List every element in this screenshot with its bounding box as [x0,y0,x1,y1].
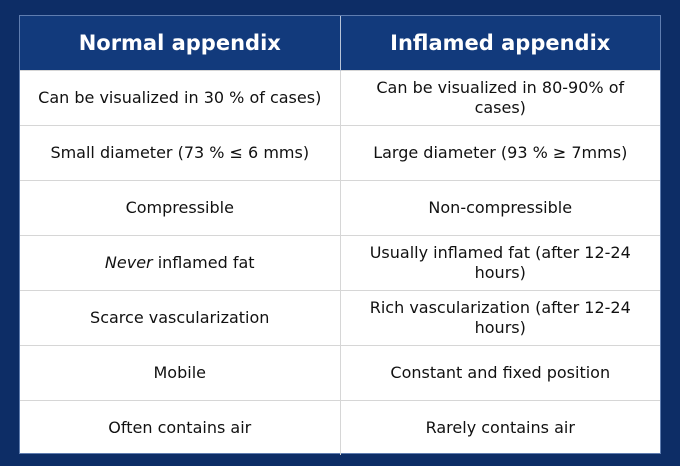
cell-normal: Can be visualized in 30 % of cases) [20,70,341,126]
cell-inflamed: Non-compressible [340,180,660,236]
header-normal-appendix: Normal appendix [20,16,341,71]
cell-normal: Compressible [20,180,341,236]
table-row: Often contains air Rarely contains air [20,400,660,455]
table-row: Mobile Constant and fixed position [20,345,660,401]
cell-inflamed: Can be visualized in 80-90% of cases) [340,70,660,126]
header-row: Normal appendix Inflamed appendix [20,16,660,71]
cell-inflamed: Usually inflamed fat (after 12-24 hours) [340,235,660,291]
cell-text: inflamed fat [152,253,255,272]
cell-inflamed: Constant and fixed position [340,345,660,401]
cell-normal: Mobile [20,345,341,401]
cell-inflamed: Rarely contains air [340,400,660,455]
cell-inflamed: Large diameter (93 % ≥ 7mms) [340,125,660,181]
table-row: Can be visualized in 30 % of cases) Can … [20,70,660,126]
cell-normal: Small diameter (73 % ≤ 6 mms) [20,125,341,181]
cell-inflamed: Rich vascularization (after 12-24 hours) [340,290,660,346]
table-row: Scarce vascularization Rich vascularizat… [20,290,660,346]
comparison-table: Normal appendix Inflamed appendix Can be… [19,15,661,455]
table-row: Compressible Non-compressible [20,180,660,236]
header-inflamed-appendix: Inflamed appendix [340,16,660,71]
cell-normal: Scarce vascularization [20,290,341,346]
table-row: Never inflamed fat Usually inflamed fat … [20,235,660,291]
cell-normal: Never inflamed fat [20,235,341,291]
emphasis-text: Never [104,253,153,272]
appendix-comparison-table: Normal appendix Inflamed appendix Can be… [20,16,660,455]
cell-normal: Often contains air [20,400,341,455]
table-row: Small diameter (73 % ≤ 6 mms) Large diam… [20,125,660,181]
